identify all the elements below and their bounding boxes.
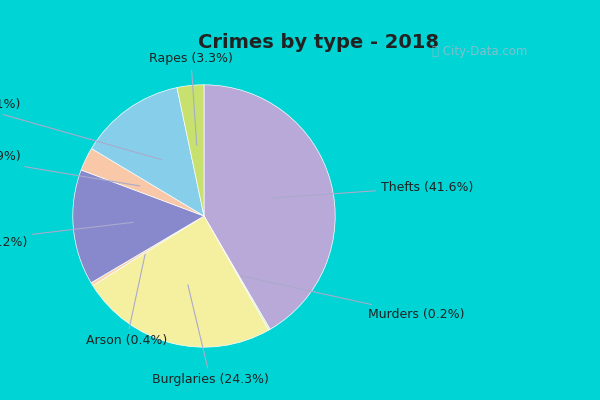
Wedge shape xyxy=(204,85,335,329)
Wedge shape xyxy=(177,85,204,216)
Text: Burglaries (24.3%): Burglaries (24.3%) xyxy=(152,285,269,386)
Wedge shape xyxy=(204,216,270,330)
Wedge shape xyxy=(73,170,204,283)
Wedge shape xyxy=(91,216,204,286)
Wedge shape xyxy=(91,88,204,216)
Text: Thefts (41.6%): Thefts (41.6%) xyxy=(272,181,473,198)
Text: Auto thefts (14.2%): Auto thefts (14.2%) xyxy=(0,222,133,249)
Text: Assaults (13.1%): Assaults (13.1%) xyxy=(0,98,162,160)
Text: Robberies (2.9%): Robberies (2.9%) xyxy=(0,150,140,186)
Text: Rapes (3.3%): Rapes (3.3%) xyxy=(149,52,233,145)
Text: Murders (0.2%): Murders (0.2%) xyxy=(241,276,464,321)
Text: Arson (0.4%): Arson (0.4%) xyxy=(86,254,167,347)
Wedge shape xyxy=(93,216,269,347)
Wedge shape xyxy=(81,148,204,216)
Text: ⓘ City-Data.com: ⓘ City-Data.com xyxy=(433,46,527,58)
Title: Crimes by type - 2018: Crimes by type - 2018 xyxy=(198,33,439,52)
